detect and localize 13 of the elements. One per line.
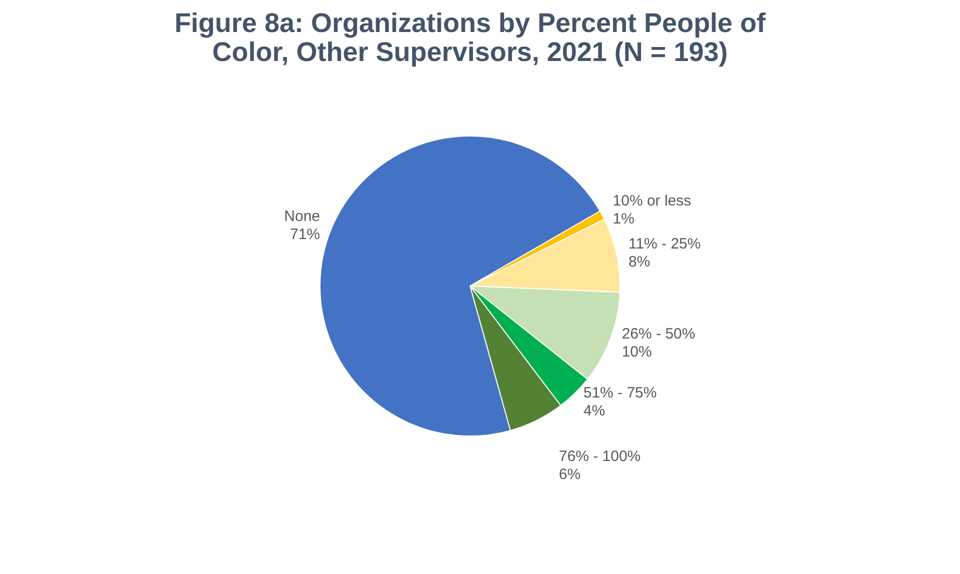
data-label: 1%: [612, 210, 634, 228]
slice-label: 11% - 25%: [628, 235, 701, 252]
slice-label: None: [284, 208, 320, 225]
slice-label: 51% - 75%: [583, 384, 657, 402]
chart-title: Figure 8a: Organizations by Percent People of Color, Other Supervisors, 2021 (N = 193): [174, 8, 767, 67]
data-label: 4%: [583, 402, 606, 420]
data-label: 6%: [558, 466, 581, 484]
slice-label: 10% or less: [612, 192, 692, 210]
data-label: 10%: [622, 343, 652, 360]
data-label: 71%: [290, 226, 320, 243]
slice-label: 76% - 100%: [558, 448, 641, 466]
data-label: 8%: [628, 253, 650, 270]
slice-label: 26% - 50%: [622, 325, 696, 342]
